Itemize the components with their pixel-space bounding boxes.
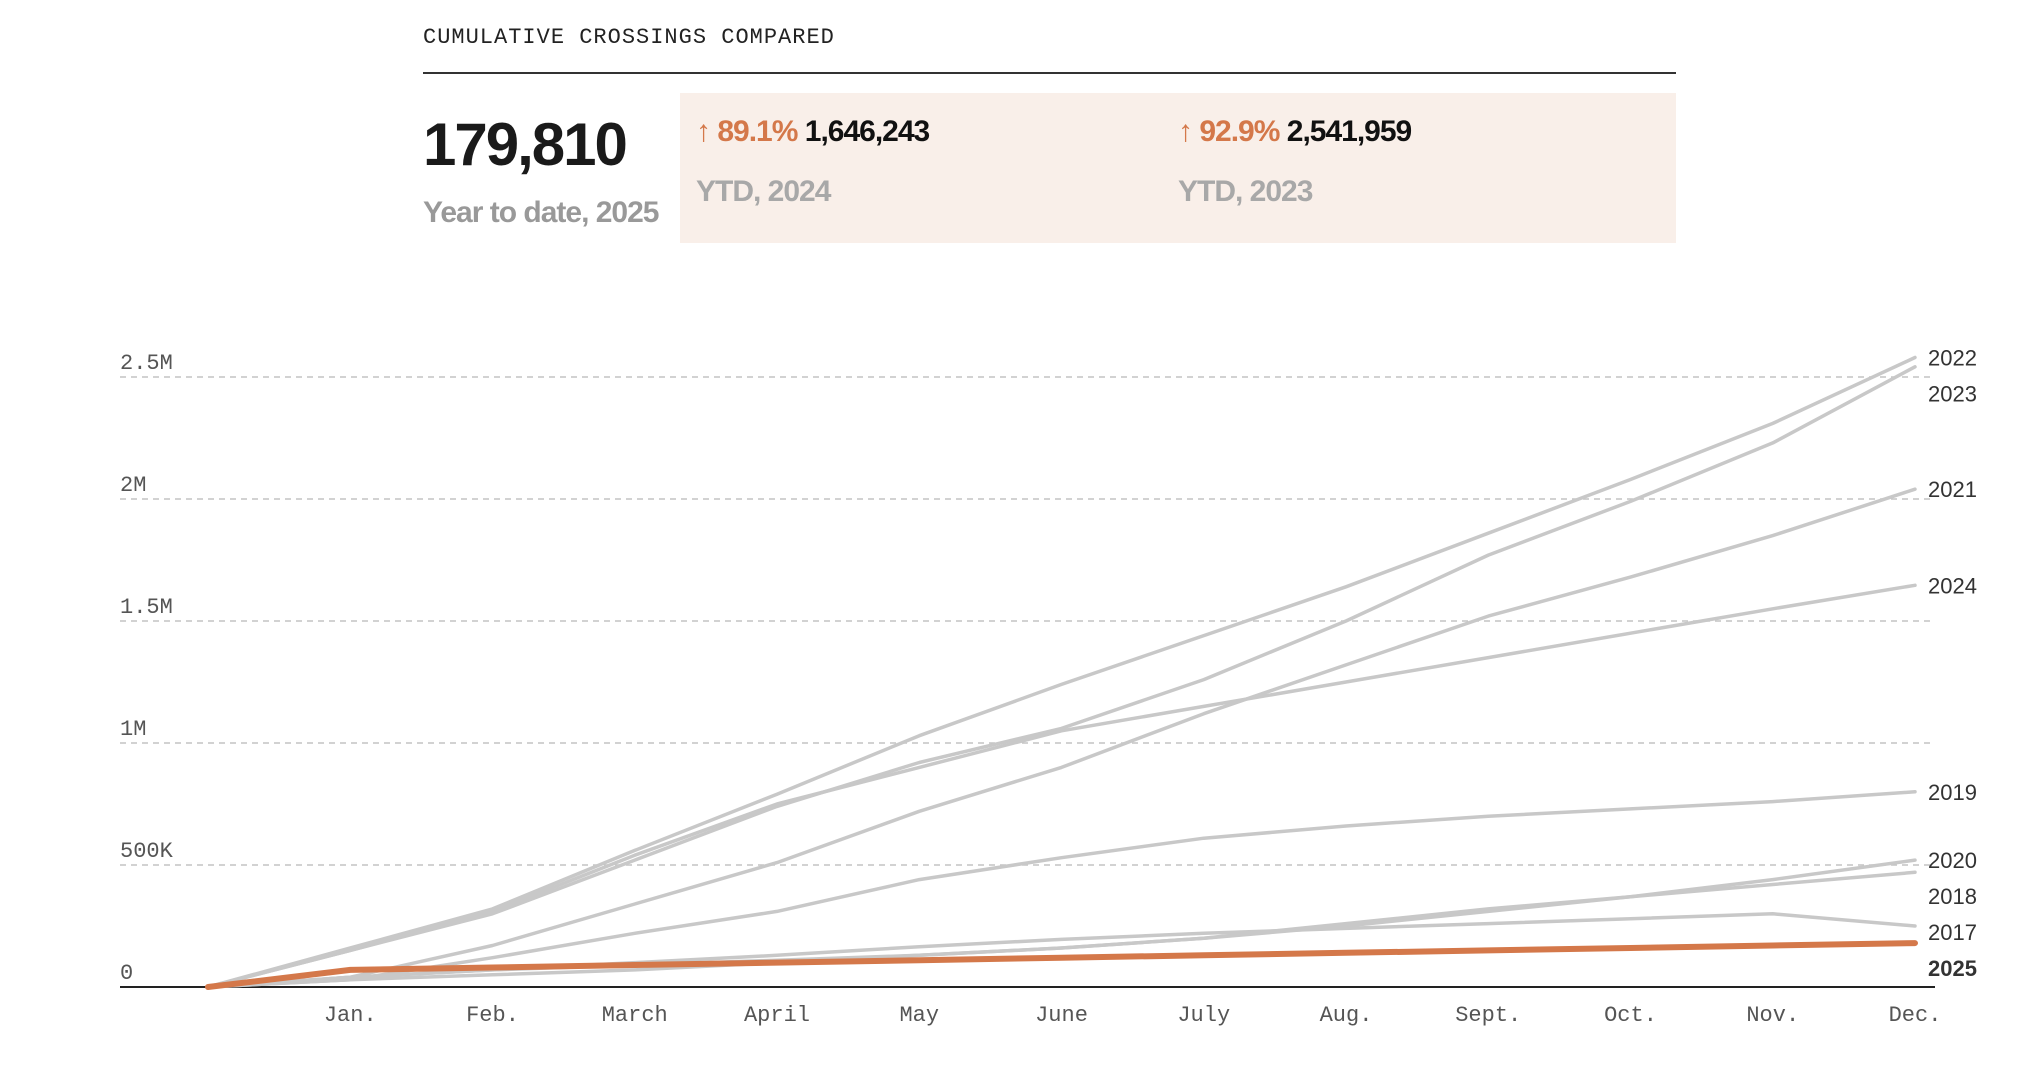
x-tick-label: June bbox=[1035, 1003, 1088, 1028]
series-line-2018 bbox=[206, 870, 1917, 989]
comparison-panel: ↑ 89.1% 1,646,243 YTD, 2024 ↑ 92.9% 2,54… bbox=[680, 93, 1676, 243]
series-line-2021 bbox=[206, 487, 1917, 989]
series-line-2019 bbox=[206, 790, 1917, 989]
up-arrow-icon: ↑ bbox=[696, 115, 711, 148]
x-tick-label: April bbox=[744, 1003, 810, 1028]
title-divider bbox=[423, 72, 1676, 74]
comparison-value: 1,646,243 bbox=[804, 115, 930, 148]
series-label-2020: 2020 bbox=[1928, 848, 1977, 873]
x-tick-label: July bbox=[1177, 1003, 1230, 1028]
y-tick-label: 0 bbox=[120, 961, 133, 986]
x-tick-label: Jan. bbox=[324, 1003, 377, 1028]
x-tick-label: Aug. bbox=[1320, 1003, 1373, 1028]
y-tick-label: 1M bbox=[120, 717, 146, 742]
y-tick-label: 2M bbox=[120, 473, 146, 498]
series-label-2023: 2023 bbox=[1928, 381, 1977, 406]
series-line-2022 bbox=[206, 355, 1917, 989]
comparison-label: YTD, 2024 bbox=[696, 175, 831, 208]
comparison-change: 89.1% bbox=[717, 115, 798, 148]
x-tick-label: Feb. bbox=[466, 1003, 519, 1028]
comparison-label: YTD, 2023 bbox=[1178, 175, 1313, 208]
comparison-2023: ↑ 92.9% 2,541,959 YTD, 2023 bbox=[1178, 115, 1412, 209]
y-tick-label: 500K bbox=[120, 839, 174, 864]
series-line-2023 bbox=[206, 365, 1917, 989]
comparison-value: 2,541,959 bbox=[1286, 115, 1412, 148]
x-tick-label: May bbox=[899, 1003, 939, 1028]
section-title: CUMULATIVE CROSSINGS COMPARED bbox=[423, 25, 835, 50]
x-tick-label: Oct. bbox=[1604, 1003, 1657, 1028]
current-ytd-label: Year to date, 2025 bbox=[423, 196, 659, 229]
x-tick-label: March bbox=[602, 1003, 668, 1028]
comparison-change: 92.9% bbox=[1199, 115, 1280, 148]
current-ytd-value: 179,810 bbox=[423, 111, 628, 178]
y-tick-label: 1.5M bbox=[120, 595, 173, 620]
comparison-2024: ↑ 89.1% 1,646,243 YTD, 2024 bbox=[696, 115, 930, 209]
x-tick-label: Dec. bbox=[1889, 1003, 1942, 1028]
series-label-2018: 2018 bbox=[1928, 884, 1977, 909]
series-label-2021: 2021 bbox=[1928, 477, 1977, 502]
series-line-2025 bbox=[205, 940, 1918, 990]
x-tick-label: Nov. bbox=[1746, 1003, 1799, 1028]
x-tick-label: Sept. bbox=[1455, 1003, 1521, 1028]
series-label-2022: 2022 bbox=[1928, 345, 1977, 370]
series-line-2024 bbox=[206, 583, 1917, 989]
series-label-2025: 2025 bbox=[1928, 956, 1977, 981]
series-label-2019: 2019 bbox=[1928, 780, 1977, 805]
current-ytd-stat: 179,810 Year to date, 2025 bbox=[423, 108, 659, 230]
series-label-2024: 2024 bbox=[1928, 573, 1977, 598]
series-label-2017: 2017 bbox=[1928, 920, 1977, 945]
y-tick-label: 2.5M bbox=[120, 351, 173, 376]
up-arrow-icon: ↑ bbox=[1178, 115, 1193, 148]
